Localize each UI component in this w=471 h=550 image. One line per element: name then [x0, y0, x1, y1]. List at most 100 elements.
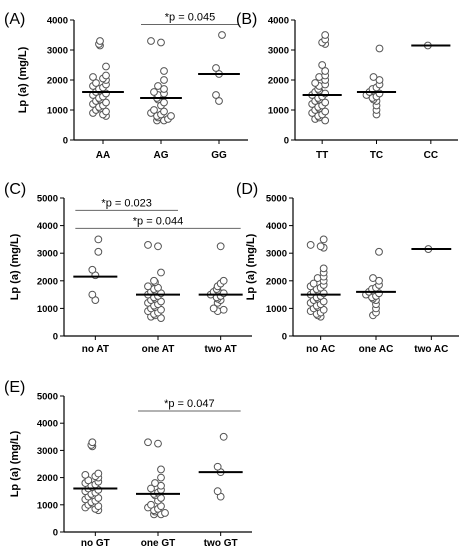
data-point: [321, 116, 330, 125]
y-tick-label: 1000: [47, 106, 68, 117]
data-point: [151, 479, 159, 487]
y-tick-label: 4000: [37, 419, 58, 430]
y-axis-title: Lp (a) (mg/L): [9, 430, 21, 497]
data-point: [212, 91, 220, 99]
data-point: [147, 484, 155, 493]
x-tick-label: no AC: [306, 344, 335, 355]
data-point: [316, 242, 325, 251]
data-point: [144, 438, 152, 447]
data-point: [147, 37, 155, 45]
data-point: [212, 64, 220, 72]
significance-label: *p = 0.047: [164, 398, 214, 410]
data-point: [321, 31, 330, 39]
y-tick-label: 2000: [266, 276, 287, 287]
data-point: [160, 107, 168, 116]
data-point: [321, 67, 330, 75]
panel-label: (B): [236, 11, 257, 28]
data-point: [150, 106, 158, 114]
data-point: [88, 265, 97, 274]
data-point: [94, 247, 103, 256]
y-tick-label: 5000: [37, 392, 58, 403]
data-point: [88, 438, 97, 447]
x-tick-label: TT: [316, 150, 328, 161]
data-point: [102, 71, 110, 80]
x-tick-label: no GT: [81, 538, 110, 549]
data-point: [144, 241, 152, 249]
significance-label: *p = 0.023: [101, 197, 151, 209]
y-tick-label: 3000: [37, 446, 58, 457]
y-tick-label: 5000: [37, 194, 58, 205]
data-point: [213, 487, 222, 496]
data-point: [81, 470, 90, 479]
data-point: [219, 276, 228, 285]
data-point: [150, 88, 158, 96]
data-point: [160, 67, 168, 75]
significance-label: *p = 0.044: [133, 215, 183, 227]
y-tick-label: 1000: [37, 304, 58, 315]
data-point: [219, 432, 228, 441]
y-axis-title: Lp (a) (mg/L): [245, 233, 257, 300]
y-tick-label: 4000: [37, 221, 58, 232]
y-axis-title: Lp (a) (mg/L): [17, 46, 29, 113]
panel-label: (C): [4, 181, 26, 198]
x-tick-label: two AC: [414, 344, 448, 355]
data-point: [375, 247, 383, 256]
data-point: [311, 79, 320, 87]
x-tick-label: one GT: [141, 538, 175, 549]
y-tick-label: 3000: [47, 46, 68, 57]
significance-label: *p = 0.045: [165, 12, 215, 24]
data-point: [154, 439, 162, 448]
data-point: [319, 235, 328, 244]
data-point: [161, 509, 169, 517]
data-point: [88, 290, 97, 299]
data-point: [218, 31, 226, 39]
data-point: [147, 500, 155, 509]
data-point: [209, 304, 218, 313]
y-tick-label: 0: [284, 136, 289, 147]
data-point: [89, 73, 97, 81]
y-tick-label: 2000: [268, 76, 289, 87]
x-tick-label: GG: [211, 150, 227, 161]
y-tick-label: 1000: [266, 304, 287, 315]
data-point: [219, 305, 228, 314]
x-tick-label: TC: [370, 150, 383, 161]
x-tick-label: no AT: [82, 344, 109, 355]
y-tick-label: 3000: [266, 249, 287, 260]
data-point: [144, 282, 152, 291]
data-point: [369, 73, 378, 81]
y-tick-label: 0: [53, 332, 58, 343]
data-point: [213, 462, 222, 471]
data-point: [157, 38, 165, 47]
data-point: [150, 276, 158, 285]
data-point: [160, 76, 168, 84]
data-point: [154, 82, 162, 90]
data-point: [157, 473, 165, 482]
x-tick-label: two AT: [205, 344, 237, 355]
panel-label: (E): [4, 379, 25, 396]
data-point: [157, 268, 165, 277]
x-tick-label: one AT: [142, 344, 175, 355]
data-point: [94, 469, 103, 478]
y-tick-label: 3000: [268, 46, 289, 57]
y-tick-label: 0: [53, 528, 58, 539]
y-tick-label: 4000: [268, 16, 289, 27]
data-point: [319, 264, 328, 273]
panel-label: (D): [236, 181, 258, 198]
data-point: [215, 97, 223, 105]
panel-label: (A): [4, 11, 25, 28]
y-tick-label: 2000: [37, 473, 58, 484]
data-point: [318, 61, 327, 69]
y-tick-label: 2000: [37, 276, 58, 287]
data-point: [102, 98, 110, 107]
y-tick-label: 3000: [37, 249, 58, 260]
data-point: [321, 98, 330, 107]
data-point: [160, 98, 168, 107]
data-point: [92, 79, 100, 87]
data-point: [306, 241, 315, 249]
data-point: [216, 242, 225, 251]
data-point: [154, 242, 162, 251]
x-tick-label: AA: [96, 150, 110, 161]
y-tick-label: 5000: [266, 194, 287, 205]
data-point: [369, 274, 377, 282]
data-point: [321, 107, 330, 116]
